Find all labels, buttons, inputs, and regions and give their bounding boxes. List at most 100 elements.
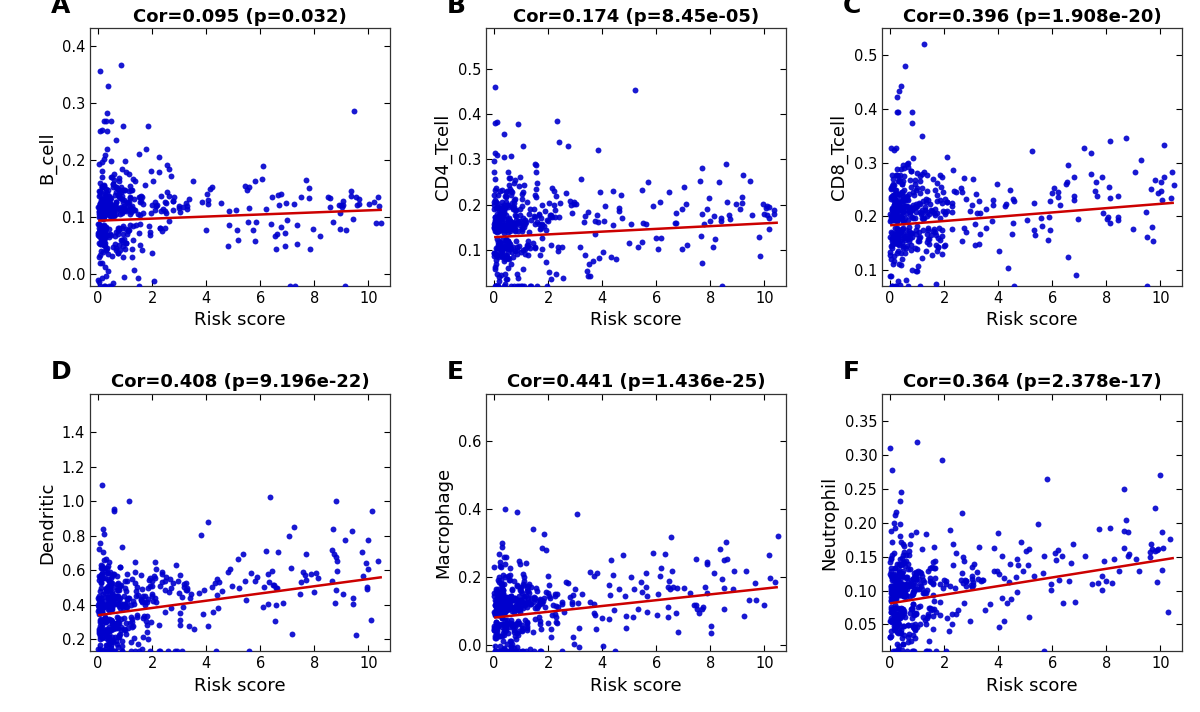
- Point: [1025, 197, 1044, 209]
- Point: [514, 600, 533, 611]
- Point: [512, 246, 532, 258]
- Point: [557, 577, 576, 588]
- Point: [498, 243, 517, 254]
- Point: [95, 281, 114, 292]
- Point: [1160, 533, 1180, 545]
- Point: [325, 597, 344, 609]
- Point: [913, 214, 932, 225]
- Point: [1022, 146, 1042, 157]
- Point: [142, 589, 161, 600]
- Point: [137, 143, 156, 155]
- Point: [905, 570, 924, 582]
- Point: [259, 577, 278, 588]
- Point: [487, 604, 506, 615]
- Point: [883, 203, 902, 214]
- Point: [487, 221, 506, 233]
- Point: [539, 570, 558, 582]
- Point: [95, 528, 114, 540]
- Point: [883, 574, 902, 585]
- Point: [498, 601, 517, 612]
- Point: [899, 558, 918, 570]
- Point: [90, 185, 109, 197]
- Point: [140, 207, 160, 219]
- Point: [1140, 546, 1159, 557]
- Point: [984, 565, 1003, 576]
- Point: [606, 253, 625, 265]
- Point: [266, 244, 286, 255]
- Point: [524, 203, 544, 214]
- Point: [890, 518, 910, 530]
- Point: [554, 607, 574, 618]
- Point: [664, 581, 683, 592]
- Point: [936, 206, 955, 217]
- Point: [1144, 235, 1163, 246]
- Point: [952, 574, 971, 585]
- Point: [236, 594, 256, 605]
- Point: [494, 601, 514, 612]
- Point: [499, 172, 518, 184]
- Point: [496, 278, 515, 289]
- Point: [587, 209, 606, 221]
- Point: [672, 244, 691, 255]
- Point: [143, 175, 162, 187]
- Point: [745, 577, 764, 589]
- Point: [132, 192, 151, 203]
- Point: [616, 611, 635, 622]
- Point: [889, 566, 908, 577]
- Point: [508, 281, 527, 292]
- Point: [115, 204, 134, 216]
- Point: [96, 241, 115, 252]
- Point: [101, 595, 120, 606]
- Point: [529, 612, 548, 623]
- Point: [488, 236, 508, 248]
- Point: [896, 207, 916, 219]
- Point: [90, 592, 109, 604]
- Point: [1064, 190, 1084, 201]
- Point: [889, 202, 908, 214]
- Point: [1102, 577, 1121, 589]
- Point: [900, 174, 919, 186]
- Point: [932, 181, 952, 192]
- Point: [895, 213, 914, 224]
- Point: [886, 592, 905, 603]
- Point: [883, 203, 902, 214]
- Point: [121, 612, 140, 623]
- Point: [926, 229, 946, 241]
- Point: [89, 222, 108, 234]
- Point: [892, 587, 911, 598]
- Point: [704, 210, 724, 221]
- Point: [220, 205, 239, 216]
- Point: [150, 222, 169, 234]
- Point: [493, 598, 512, 609]
- Point: [102, 280, 121, 291]
- Point: [497, 221, 516, 233]
- Point: [622, 219, 641, 230]
- Point: [886, 602, 905, 614]
- Point: [898, 158, 917, 169]
- Point: [541, 273, 560, 284]
- Point: [563, 590, 582, 601]
- Point: [886, 188, 905, 199]
- Point: [884, 203, 904, 214]
- Point: [320, 192, 340, 204]
- Point: [1104, 553, 1123, 565]
- Point: [92, 221, 112, 233]
- Point: [1153, 543, 1172, 554]
- Point: [89, 201, 108, 212]
- Point: [904, 588, 923, 600]
- Point: [487, 607, 506, 619]
- Point: [901, 529, 920, 540]
- Point: [486, 81, 505, 93]
- Point: [486, 211, 505, 223]
- Point: [90, 190, 109, 201]
- Point: [92, 236, 112, 248]
- Point: [136, 596, 155, 607]
- Point: [898, 192, 917, 203]
- Point: [92, 209, 112, 220]
- Point: [881, 568, 900, 580]
- Point: [128, 638, 148, 649]
- Point: [178, 200, 197, 211]
- Point: [98, 80, 118, 92]
- Point: [486, 622, 505, 634]
- Point: [918, 646, 937, 657]
